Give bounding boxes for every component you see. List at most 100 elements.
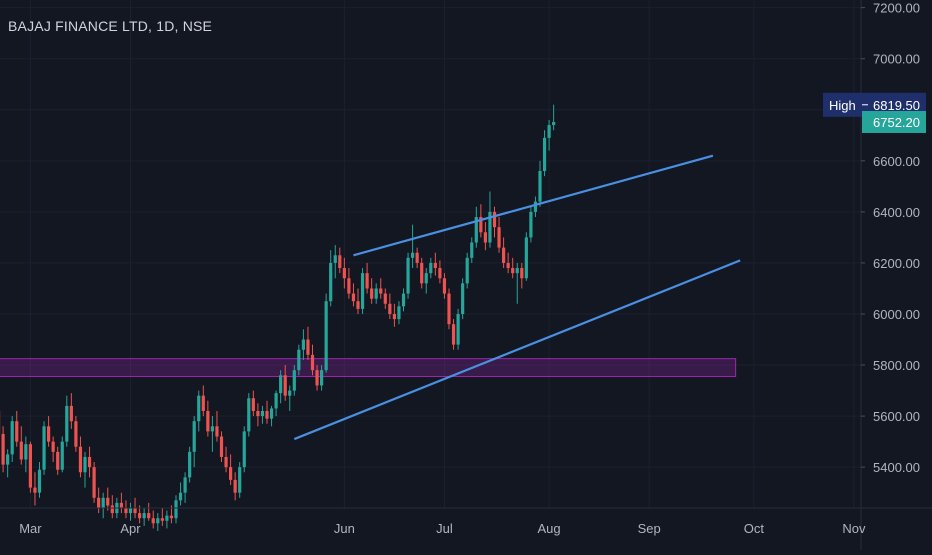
candle [379,278,382,298]
candle [120,493,123,513]
candle [33,472,36,505]
symbol-title: BAJAJ FINANCE LTD, 1D, NSE [8,18,212,34]
candle [147,503,150,521]
candle [438,260,441,283]
candle [302,329,305,360]
candle [83,452,86,488]
candle [488,191,491,247]
candle [466,253,469,289]
candle [534,197,537,217]
candle [406,253,409,299]
candle [343,258,346,289]
candle [461,278,464,319]
candle [229,454,232,485]
candle [129,503,132,521]
price-tick-label: 5400.00 [873,460,920,475]
candle [1,426,4,472]
candle [184,472,187,503]
candle [493,207,496,238]
candle [275,391,278,417]
candle [429,258,432,278]
price-axis[interactable]: 7200.007000.006800.006600.006400.006200.… [861,1,920,475]
candle [516,263,519,304]
candle [6,449,9,477]
support-zone [0,359,736,377]
candle [252,391,255,417]
time-tick-label: Oct [744,521,765,536]
candle [288,385,291,411]
high-label-value: 6819.50 [873,98,920,113]
candle [525,232,528,281]
candle [20,426,23,464]
candle [507,253,510,273]
last-price-value: 6752.20 [873,115,920,130]
candle [538,161,541,207]
price-labels: High 6819.50 6752.20 [823,93,926,133]
time-tick-label: Jun [334,521,355,536]
candle [329,250,332,306]
candle [470,237,473,263]
candle [188,447,191,483]
candle [361,268,364,314]
candle [529,207,532,243]
candle [270,406,273,426]
price-tick-label: 7000.00 [873,52,920,67]
candle [97,488,100,514]
candle [552,105,555,131]
candle [124,500,127,518]
candle [152,511,155,529]
candle [211,416,214,452]
candle [156,513,159,531]
time-tick-label: Mar [19,521,42,536]
candle [511,258,514,278]
candle [388,294,391,320]
candle [93,462,96,503]
candle [234,472,237,500]
price-tick-label: 5800.00 [873,358,920,373]
support-zone-rect[interactable] [0,359,736,377]
candle [165,511,168,529]
candle [393,304,396,327]
candle [256,403,259,426]
price-tick-label: 5600.00 [873,409,920,424]
candle [111,495,114,518]
price-tick-label: 7200.00 [873,1,920,16]
candle [265,401,268,424]
time-tick-label: Jul [436,521,453,536]
candle [42,421,45,475]
time-tick-label: Nov [842,521,866,536]
candle [411,225,414,268]
high-label-text: High [829,98,856,113]
candle [457,309,460,350]
candle [484,222,487,250]
candle [548,120,551,151]
candle [475,207,478,248]
candle [243,426,246,472]
candle [384,288,387,308]
candle [74,416,77,452]
candle [375,283,378,303]
candle [238,462,241,498]
candle [193,416,196,467]
candle [356,288,359,314]
candle [306,327,309,360]
candle [502,237,505,268]
candle [325,294,328,373]
candle [29,442,32,493]
candle [447,288,450,329]
candle [420,258,423,289]
candle [197,391,200,432]
candle [402,288,405,311]
candle [347,268,350,299]
candle [338,248,341,274]
candle [102,493,105,519]
time-tick-label: Apr [120,521,141,536]
candle [143,508,146,526]
candle [443,273,446,299]
trendline-upper[interactable] [353,156,712,256]
price-tick-label: 6400.00 [873,205,920,220]
candle [416,248,419,268]
